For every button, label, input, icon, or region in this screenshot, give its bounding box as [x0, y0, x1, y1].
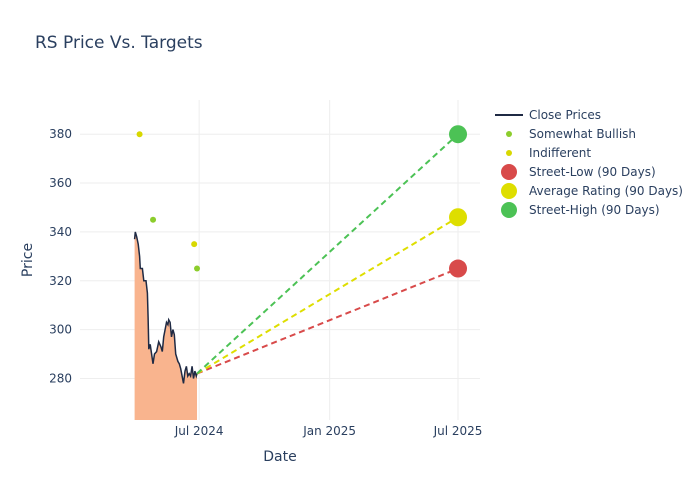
legend-swatch	[501, 183, 517, 199]
rating-point	[136, 131, 143, 138]
legend-label: Street-High (90 Days)	[529, 203, 660, 217]
legend-swatch	[501, 202, 517, 218]
x-tick-label: Jul 2024	[174, 424, 224, 438]
target-line	[196, 216, 459, 375]
y-tick-label: 320	[49, 274, 72, 288]
legend-label: Close Prices	[529, 108, 601, 122]
y-tick-label: 380	[49, 127, 72, 141]
legend-swatch	[506, 131, 512, 137]
legend-label: Indifferent	[529, 146, 591, 160]
target-point	[449, 259, 468, 278]
legend-label: Street-Low (90 Days)	[529, 165, 656, 179]
legend-label: Somewhat Bullish	[529, 127, 636, 141]
chart-title: RS Price Vs. Targets	[35, 33, 203, 53]
target-point	[449, 208, 468, 227]
target-point	[449, 125, 468, 144]
x-tick-label: Jan 2025	[302, 424, 356, 438]
target-line	[196, 133, 459, 375]
rating-point	[194, 265, 201, 272]
legend-label: Average Rating (90 Days)	[529, 184, 683, 198]
y-axis-title: Price	[20, 243, 36, 277]
y-tick-label: 340	[49, 225, 72, 239]
legend-swatch	[501, 164, 517, 180]
y-tick-label: 360	[49, 176, 72, 190]
x-axis-title: Date	[263, 449, 296, 465]
x-tick-label: Jul 2025	[433, 424, 483, 438]
rating-point	[150, 216, 157, 223]
rating-point	[191, 241, 198, 248]
y-tick-label: 300	[49, 323, 72, 337]
axis-ticks: 280 300 320 340 360 380 Jul 2024 Jan 2025 Jul 20…	[49, 127, 482, 438]
target-line	[196, 267, 459, 375]
y-tick-label: 280	[49, 371, 72, 385]
close-price-line	[133, 231, 198, 384]
legend-swatch	[506, 150, 512, 156]
legend: Close Prices Somewhat Bullish Indifferent S…	[495, 108, 683, 218]
